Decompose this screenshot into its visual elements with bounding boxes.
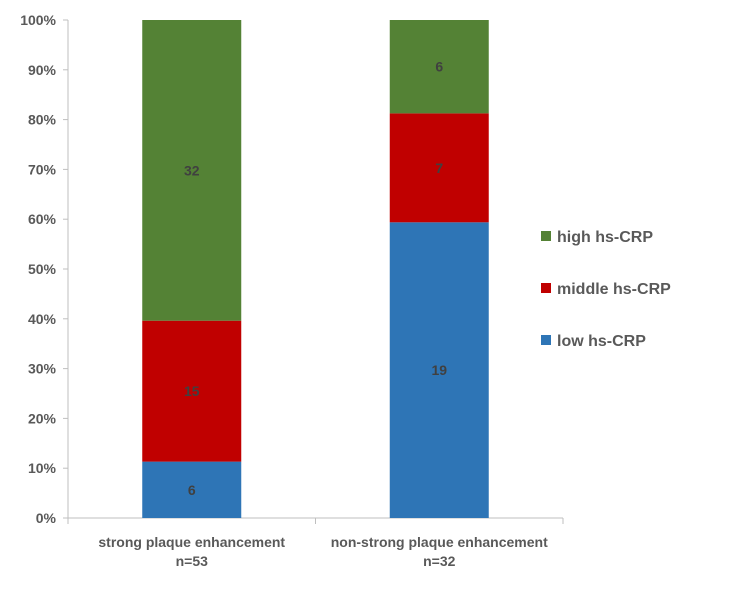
y-tick-label: 30% — [28, 361, 57, 377]
data-label: 6 — [435, 59, 443, 75]
y-tick-label: 10% — [28, 460, 57, 476]
bar-segment — [142, 320, 242, 462]
bar-segment — [389, 20, 489, 114]
x-tick-sublabel: n=53 — [176, 553, 209, 569]
data-label: 32 — [184, 162, 200, 178]
y-tick-label: 0% — [36, 510, 57, 526]
data-label: 15 — [184, 383, 200, 399]
bar-segment — [389, 222, 489, 518]
bar-segment — [142, 461, 242, 518]
legend-label: low hs-CRP — [557, 333, 646, 350]
legend-swatch — [541, 231, 551, 241]
x-tick-label: non-strong plaque enhancement — [331, 534, 548, 550]
bar-segment — [142, 20, 242, 321]
legend-swatch — [541, 283, 551, 293]
y-tick-label: 90% — [28, 62, 57, 78]
legend-swatch — [541, 335, 551, 345]
y-tick-label: 60% — [28, 211, 57, 227]
data-label: 19 — [431, 362, 447, 378]
bar-segment — [389, 113, 489, 223]
x-tick-label: strong plaque enhancement — [98, 534, 285, 550]
y-tick-label: 20% — [28, 410, 57, 426]
x-tick-sublabel: n=32 — [423, 553, 456, 569]
y-tick-label: 100% — [20, 12, 56, 28]
y-tick-label: 50% — [28, 261, 57, 277]
data-label: 6 — [188, 482, 196, 498]
y-tick-label: 40% — [28, 311, 57, 327]
data-label: 7 — [435, 160, 443, 176]
y-tick-label: 80% — [28, 112, 57, 128]
legend-label: high hs-CRP — [557, 229, 653, 246]
y-tick-label: 70% — [28, 161, 57, 177]
legend-label: middle hs-CRP — [557, 281, 671, 298]
